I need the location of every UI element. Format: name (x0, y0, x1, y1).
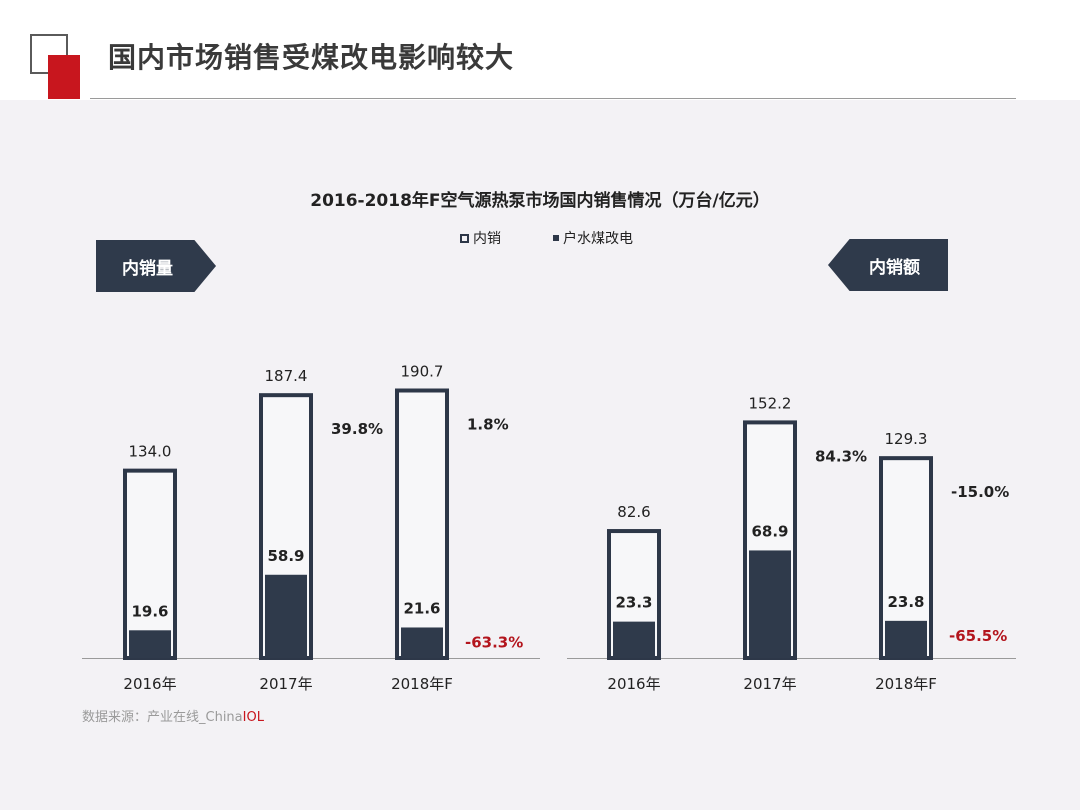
data-label-coal: 19.6 (131, 602, 168, 620)
title-deco-red-square (48, 55, 80, 99)
background-panel (0, 100, 1080, 810)
growth-label-coal: -65.5% (949, 627, 1007, 645)
data-label-total: 129.3 (885, 430, 928, 448)
bar-coal (613, 621, 655, 658)
data-label-total: 134.0 (129, 443, 172, 461)
growth-label-total: 84.3% (815, 447, 867, 465)
data-label-total: 82.6 (617, 503, 650, 521)
data-label-coal: 68.9 (751, 522, 788, 540)
source-highlight: IOL (242, 710, 264, 725)
data-label-coal: 23.8 (887, 593, 924, 611)
data-label-coal: 58.9 (267, 547, 304, 565)
data-label-coal: 23.3 (615, 594, 652, 612)
bar-coal (129, 630, 171, 658)
bar-coal (401, 627, 443, 658)
bar-coal (265, 574, 307, 658)
legend-swatch-outline (460, 233, 469, 243)
source-prefix: 数据来源：产业在线_China (82, 710, 243, 725)
x-tick-label: 2018年F (391, 675, 453, 693)
bar-coal (885, 620, 927, 658)
x-tick-label: 2016年 (123, 675, 176, 693)
bar-coal (749, 550, 791, 658)
legend-label-coal: 户水煤改电 (563, 231, 633, 247)
growth-label-total: -15.0% (951, 483, 1009, 501)
growth-label-total: 39.8% (331, 420, 383, 438)
x-tick-label: 2018年F (875, 675, 937, 693)
x-tick-label: 2017年 (259, 675, 312, 693)
legend-label-total: 内销 (473, 231, 501, 247)
legend-swatch-fill (553, 235, 559, 241)
legend-item-coal: 户水煤改电 (553, 228, 633, 248)
page-title: 国内市场销售受煤改电影响较大 (108, 41, 515, 74)
data-label-coal: 21.6 (403, 599, 440, 617)
data-label-total: 187.4 (265, 367, 308, 385)
chart-legend: 内销 户水煤改电 (460, 228, 633, 248)
chart-title: 2016-2018年F空气源热泵市场国内销售情况（万台/亿元） (310, 191, 770, 211)
panel-tag-value: 内销额 (828, 239, 948, 291)
legend-item-total: 内销 (460, 228, 501, 248)
bar-total (123, 468, 177, 660)
data-label-total: 152.2 (749, 394, 792, 412)
panel-tag-value-label: 内销额 (869, 257, 920, 278)
bar-total (395, 388, 449, 660)
panel-tag-volume-label: 内销量 (122, 258, 173, 279)
growth-label-total: 1.8% (467, 416, 509, 434)
panel-tag-volume: 内销量 (96, 240, 216, 292)
growth-label-coal: -63.3% (465, 633, 523, 651)
x-tick-label: 2017年 (743, 675, 796, 693)
source-note: 数据来源：产业在线_ChinaIOL (82, 706, 264, 725)
data-label-total: 190.7 (401, 363, 444, 381)
title-divider (90, 98, 1016, 99)
x-tick-label: 2016年 (607, 675, 660, 693)
